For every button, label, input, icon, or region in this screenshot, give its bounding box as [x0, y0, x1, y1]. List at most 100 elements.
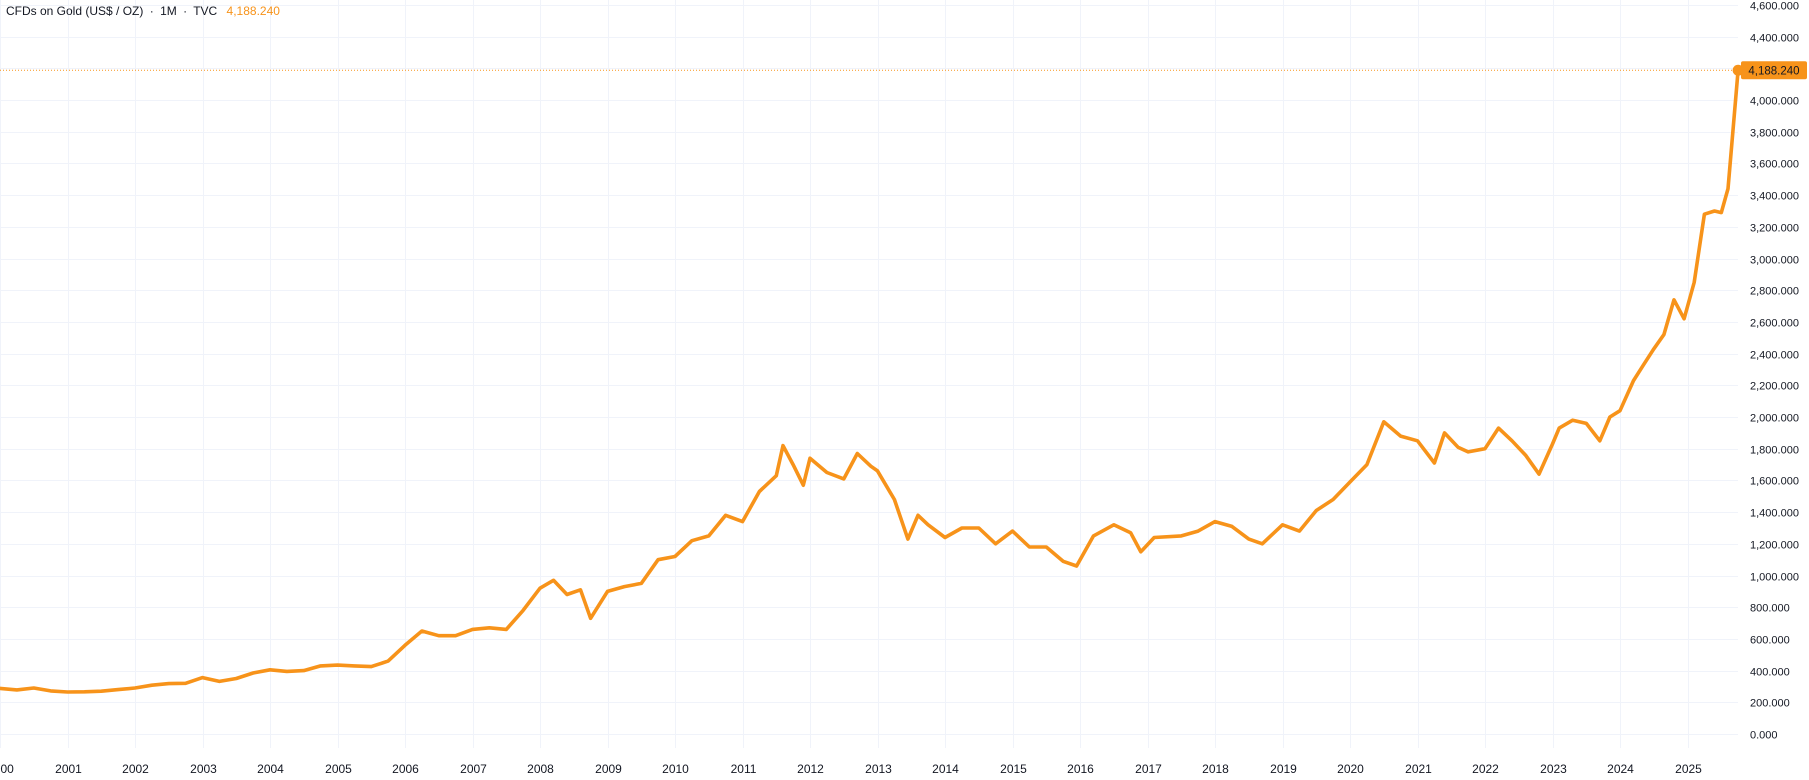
data-point	[1196, 529, 1200, 533]
data-point	[1719, 211, 1723, 215]
x-tick-label: 2008	[527, 762, 554, 776]
data-point	[471, 627, 475, 631]
data-point	[319, 664, 323, 668]
data-point	[1713, 209, 1717, 213]
x-tick-label: 2004	[257, 762, 284, 776]
data-point	[781, 444, 785, 448]
data-point	[1557, 426, 1561, 430]
data-point	[741, 520, 745, 524]
y-tick-label: 400.000	[1750, 667, 1790, 679]
data-point	[32, 686, 36, 690]
data-point	[150, 683, 154, 687]
data-point	[1682, 317, 1686, 321]
series-layer	[0, 68, 1740, 694]
data-point	[1702, 212, 1706, 216]
legend-separator: ·	[149, 4, 154, 18]
y-tick-label: 2,600.000	[1750, 318, 1799, 330]
chart-legend: CFDs on Gold (US$ / OZ) · 1M · TVC 4,188…	[6, 4, 280, 18]
x-tick-label: 2025	[1675, 762, 1702, 776]
x-tick-label: 2012	[797, 762, 824, 776]
x-tick-label: 2017	[1135, 762, 1162, 776]
data-point	[926, 523, 930, 527]
data-point	[1598, 439, 1602, 443]
chart-title: CFDs on Gold (US$ / OZ)	[6, 4, 144, 18]
x-tick-label: 2010	[662, 762, 689, 776]
data-point	[15, 688, 19, 692]
data-point	[1044, 545, 1048, 549]
x-tick-label: 2009	[595, 762, 622, 776]
data-point	[1571, 418, 1575, 422]
data-point	[1179, 534, 1183, 538]
data-point	[1524, 453, 1528, 457]
x-tick-label: 2000	[0, 762, 14, 776]
y-tick-label: 200.000	[1750, 698, 1790, 710]
x-tick-label: 2023	[1540, 762, 1567, 776]
data-point	[943, 536, 947, 540]
data-point	[1314, 509, 1318, 513]
data-point	[352, 664, 356, 668]
y-tick-label: 1,000.000	[1750, 572, 1799, 584]
data-point	[801, 483, 805, 487]
y-tick-label: 3,800.000	[1750, 128, 1799, 140]
data-point	[1443, 431, 1447, 435]
y-tick-label: 1,800.000	[1750, 445, 1799, 457]
data-point	[1129, 531, 1133, 535]
data-point	[1061, 559, 1065, 563]
data-point	[1497, 426, 1501, 430]
x-tick-label: 2005	[325, 762, 352, 776]
data-point	[589, 616, 593, 620]
data-point	[1112, 523, 1116, 527]
data-point	[521, 608, 525, 612]
data-point	[1281, 523, 1285, 527]
legend-source: TVC	[193, 4, 218, 18]
y-tick-label: 2,000.000	[1750, 413, 1799, 425]
data-point	[869, 464, 873, 468]
data-point	[336, 663, 340, 667]
legend-interval: 1M	[160, 4, 177, 18]
data-point	[622, 585, 626, 589]
y-tick-label: 4,400.000	[1750, 33, 1799, 45]
y-tick-label: 0.000	[1750, 730, 1778, 742]
data-point	[184, 681, 188, 685]
data-point	[133, 686, 137, 690]
data-point	[1365, 463, 1369, 467]
data-point	[1537, 472, 1541, 476]
data-point	[504, 627, 508, 631]
data-point	[1382, 420, 1386, 424]
data-point	[1348, 480, 1352, 484]
data-point	[994, 542, 998, 546]
data-point	[916, 513, 920, 517]
x-tick-label: 2015	[1000, 762, 1027, 776]
grid	[0, 0, 1738, 748]
x-tick-label: 2020	[1337, 762, 1364, 776]
data-point	[1726, 187, 1730, 191]
data-point	[1213, 520, 1217, 524]
y-tick-label: 600.000	[1750, 635, 1790, 647]
data-point	[369, 665, 373, 669]
data-point	[960, 526, 964, 530]
data-point	[1652, 347, 1656, 351]
x-tick-label: 2007	[460, 762, 487, 776]
price-line[interactable]	[0, 68, 1740, 694]
data-point	[217, 679, 221, 683]
y-axis[interactable]: 0.000 200.000 400.000 600.000 800.000 1,000.0…	[1750, 1, 1799, 742]
data-point	[302, 669, 306, 673]
data-point	[1152, 536, 1156, 540]
data-point	[1139, 550, 1143, 554]
data-point	[538, 586, 542, 590]
x-axis[interactable]: 2000 2001 2002 2003 2004 2005 2006 2007 2008 2009…	[0, 762, 1702, 776]
data-point	[1297, 529, 1301, 533]
data-point	[977, 526, 981, 530]
data-point	[757, 490, 761, 494]
x-tick-label: 2001	[55, 762, 82, 776]
data-point	[1092, 534, 1096, 538]
x-tick-label: 2011	[731, 762, 757, 776]
data-point	[1672, 298, 1676, 302]
data-point	[1551, 442, 1555, 446]
data-point	[1260, 542, 1264, 546]
data-point	[774, 474, 778, 478]
data-point	[201, 676, 205, 680]
data-point	[420, 629, 424, 633]
